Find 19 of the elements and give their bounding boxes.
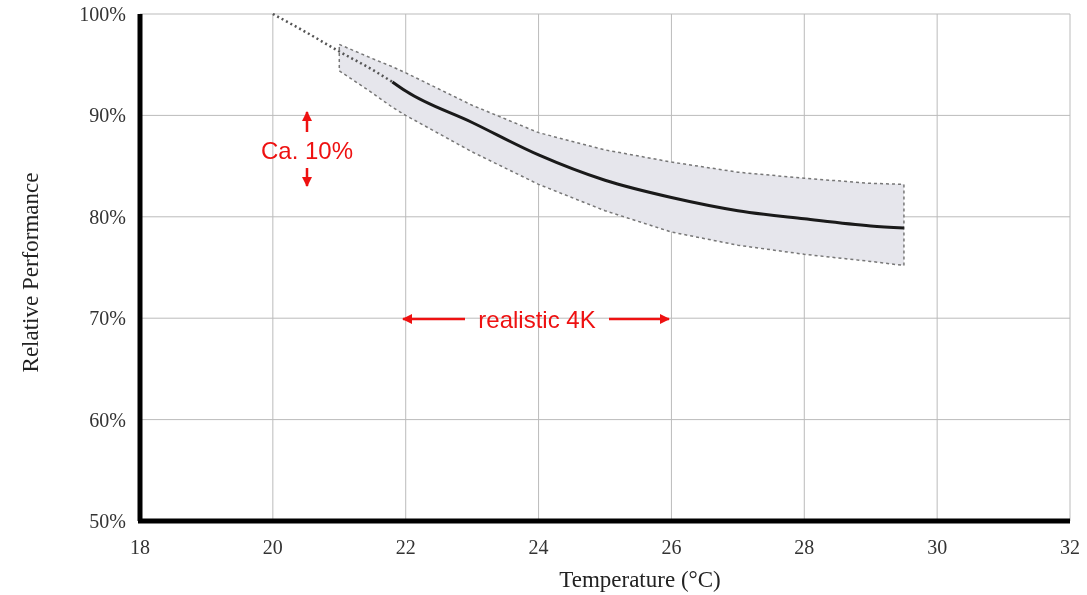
x-tick-label: 22 (395, 536, 416, 558)
annotation: realistic 4K (478, 306, 596, 333)
x-tick-label: 30 (927, 536, 948, 558)
y-tick-label: 70% (89, 307, 126, 330)
x-tick-label: 32 (1060, 536, 1080, 558)
x-tick-label: 28 (794, 536, 815, 558)
y-tick-label: 50% (89, 510, 126, 532)
x-tick-label: 26 (661, 536, 682, 558)
x-tick-label: 18 (130, 536, 150, 558)
line-series (271, 12, 394, 84)
y-axis-title: Relative Performance (18, 172, 43, 373)
y-tick-label: 100% (79, 3, 126, 25)
x-axis-title: Temperature (°C) (559, 567, 721, 592)
x-tick-label: 20 (262, 536, 283, 558)
y-tick-label: 80% (89, 205, 126, 228)
annotation: Ca. 10% (260, 137, 354, 164)
x-tick-label: 24 (528, 536, 549, 558)
y-tick-label: 60% (89, 408, 126, 431)
y-tick-label: 90% (89, 104, 126, 127)
